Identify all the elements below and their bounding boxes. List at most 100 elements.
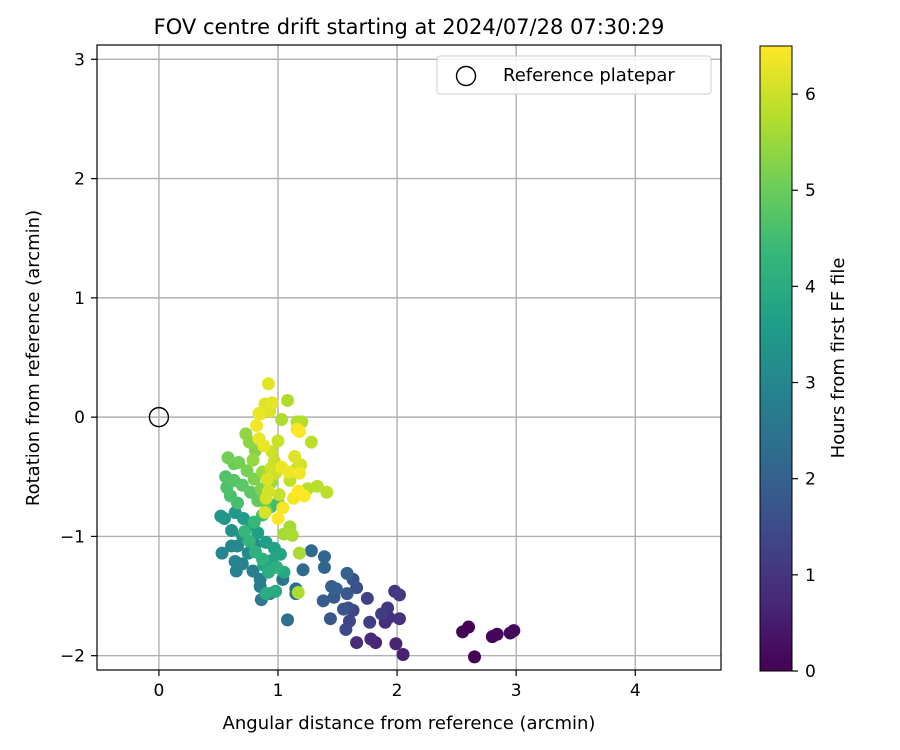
scatter-point bbox=[248, 545, 262, 559]
data-points bbox=[214, 377, 521, 664]
y-tick-label: 1 bbox=[74, 289, 85, 309]
scatter-point bbox=[340, 587, 354, 601]
x-tick-label: 4 bbox=[630, 681, 641, 701]
scatter-point bbox=[270, 560, 284, 574]
scatter-point bbox=[225, 523, 239, 537]
x-tick-label: 0 bbox=[154, 681, 165, 701]
scatter-point bbox=[271, 434, 285, 448]
scatter-point bbox=[272, 488, 286, 502]
colorbar-tick-label: 2 bbox=[805, 470, 816, 490]
colorbar: 0 1 2 3 4 5 6 Hours from first FF file bbox=[759, 45, 849, 682]
scatter-point bbox=[317, 560, 331, 574]
scatter-point bbox=[507, 624, 521, 638]
scatter-point bbox=[264, 461, 278, 475]
chart-title: FOV centre drift starting at 2024/07/28 … bbox=[154, 15, 665, 39]
reference-marker-layer bbox=[148, 406, 170, 428]
scatter-point bbox=[238, 525, 252, 539]
scatter-point bbox=[317, 550, 331, 564]
scatter-point bbox=[258, 506, 272, 520]
scatter-point bbox=[231, 539, 245, 553]
colorbar-tick-label: 3 bbox=[805, 374, 816, 394]
legend-marker-open-circle bbox=[455, 65, 477, 87]
scatter-point bbox=[221, 451, 235, 465]
scatter-point bbox=[292, 466, 306, 480]
scatter-point bbox=[340, 566, 354, 580]
legend-label: Reference platepar bbox=[503, 65, 675, 86]
scatter-point bbox=[257, 439, 271, 453]
scatter-point bbox=[276, 501, 290, 515]
scatter-point bbox=[316, 594, 330, 608]
reference-platepar-marker bbox=[148, 406, 170, 428]
colorbar-label: Hours from first FF file bbox=[828, 258, 849, 459]
scatter-point bbox=[261, 377, 275, 391]
scatter-point bbox=[281, 393, 295, 407]
y-tick-label: 3 bbox=[74, 50, 85, 70]
scatter-point bbox=[288, 449, 302, 463]
colorbar-ticks: 0 1 2 3 4 5 6 bbox=[792, 85, 816, 682]
scatter-point bbox=[252, 407, 266, 421]
legend: Reference platepar bbox=[436, 55, 712, 95]
scatter-point bbox=[320, 485, 334, 499]
scatter-point bbox=[467, 650, 481, 664]
scatter-point bbox=[392, 588, 406, 602]
scatter-point bbox=[310, 479, 324, 493]
scatter-point bbox=[259, 587, 273, 601]
colorbar-tick-label: 1 bbox=[805, 566, 816, 586]
scatter-point bbox=[282, 465, 296, 479]
scatter-point bbox=[363, 615, 377, 629]
colorbar-tick-label: 6 bbox=[805, 85, 816, 105]
scatter-point bbox=[285, 528, 299, 542]
y-tick-label: 0 bbox=[74, 408, 85, 428]
scatter-point bbox=[396, 647, 410, 661]
scatter-point bbox=[490, 627, 504, 641]
colorbar-gradient bbox=[759, 45, 793, 672]
scatter-point bbox=[215, 546, 229, 560]
colorbar-tick-label: 5 bbox=[805, 181, 816, 201]
y-tick-label: −2 bbox=[60, 647, 85, 667]
scatter-point bbox=[339, 622, 353, 636]
x-tick-label: 2 bbox=[392, 681, 403, 701]
scatter-point bbox=[246, 564, 260, 578]
scatter-point bbox=[292, 546, 306, 560]
scatter-point bbox=[360, 591, 374, 605]
y-tick-label: 2 bbox=[74, 170, 85, 190]
scatter-point bbox=[375, 607, 389, 621]
scatter-point bbox=[250, 418, 264, 432]
scatter-point bbox=[350, 636, 364, 650]
scatter-point bbox=[265, 396, 279, 410]
scatter-point bbox=[389, 637, 403, 651]
scatter-point bbox=[246, 453, 260, 467]
scatter-point bbox=[271, 512, 285, 526]
scatter-point bbox=[364, 632, 378, 646]
scatter-point bbox=[329, 582, 343, 596]
y-tick-label: −1 bbox=[60, 527, 85, 547]
y-axis-ticks: −2 −1 0 1 2 3 bbox=[60, 50, 97, 667]
grid-lines bbox=[97, 45, 721, 670]
scatter-point bbox=[214, 509, 228, 523]
scatter-point bbox=[275, 413, 289, 427]
plot-frame bbox=[96, 44, 722, 671]
scatter-point bbox=[228, 554, 242, 568]
colorbar-tick-label: 4 bbox=[805, 277, 816, 297]
scatter-point bbox=[260, 472, 274, 486]
scatter-point bbox=[239, 427, 253, 441]
scatter-point bbox=[304, 544, 318, 558]
scatter-point bbox=[456, 625, 470, 639]
x-tick-label: 1 bbox=[273, 681, 284, 701]
scatter-point bbox=[259, 491, 273, 505]
scatter-point bbox=[297, 489, 311, 503]
scatter-point bbox=[291, 585, 305, 599]
scatter-point bbox=[251, 526, 265, 540]
scatter-point bbox=[292, 424, 306, 438]
scatter-point bbox=[232, 455, 246, 469]
scatter-point bbox=[337, 602, 351, 616]
scatter-point bbox=[392, 612, 406, 626]
colorbar-tick-label: 0 bbox=[805, 662, 816, 682]
x-tick-label: 3 bbox=[511, 681, 522, 701]
legend-box bbox=[436, 55, 712, 95]
x-axis-ticks: 0 1 2 3 4 bbox=[154, 670, 641, 701]
scatter-point bbox=[304, 435, 318, 449]
y-axis-label: Rotation from reference (arcmin) bbox=[23, 210, 44, 506]
scatter-point bbox=[281, 613, 295, 627]
